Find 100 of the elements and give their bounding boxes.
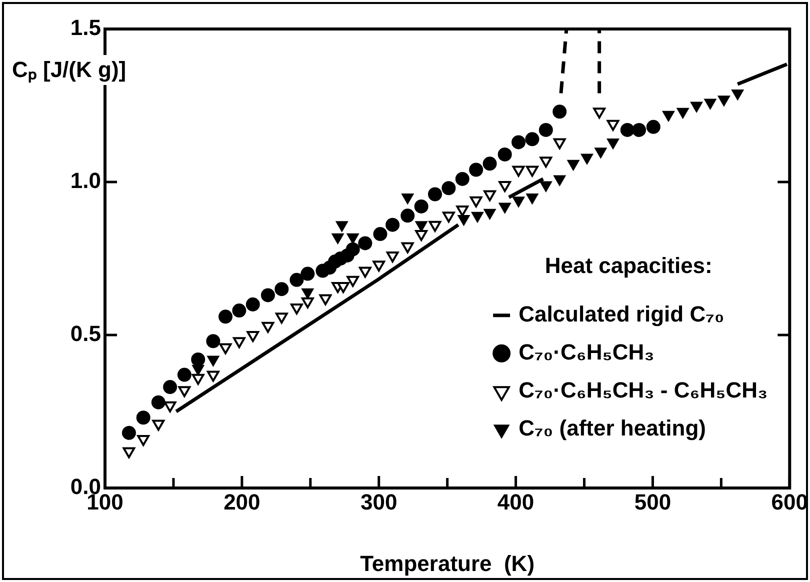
y-axis-title: Cₚ [J/(K g)] xyxy=(12,57,126,83)
point xyxy=(219,343,232,354)
point xyxy=(386,251,399,262)
point xyxy=(178,386,191,398)
point xyxy=(662,110,675,122)
point xyxy=(122,426,136,440)
point xyxy=(540,156,552,168)
point xyxy=(346,276,360,287)
point xyxy=(442,181,456,196)
point xyxy=(553,138,566,150)
x-tick-label: 200 xyxy=(224,489,260,514)
point xyxy=(731,90,744,100)
point xyxy=(428,220,442,232)
x-tick-label: 500 xyxy=(634,489,672,514)
point xyxy=(498,202,511,214)
y-tick-label: 1.0 xyxy=(70,168,101,194)
y-tick-label: 0.5 xyxy=(70,321,101,346)
point xyxy=(525,132,540,146)
point xyxy=(512,135,526,150)
point xyxy=(442,212,455,223)
x-tick-label: 400 xyxy=(497,489,534,514)
point xyxy=(526,194,538,204)
point xyxy=(484,190,496,202)
point xyxy=(346,242,360,256)
point xyxy=(136,410,150,425)
point xyxy=(580,154,594,165)
point xyxy=(358,266,372,278)
point xyxy=(260,288,275,302)
point xyxy=(191,352,206,366)
x-tick-label: 600 xyxy=(771,489,808,514)
point xyxy=(246,297,260,312)
point xyxy=(526,166,538,177)
point xyxy=(372,260,386,272)
point xyxy=(593,108,606,119)
point xyxy=(512,196,525,208)
point xyxy=(484,208,496,220)
point xyxy=(552,104,567,119)
point xyxy=(594,148,607,158)
point xyxy=(632,122,646,137)
legend-label: C₇₀ (after heating) xyxy=(518,415,706,440)
point xyxy=(620,122,634,137)
point xyxy=(275,312,288,324)
point xyxy=(336,221,348,232)
point xyxy=(386,218,400,232)
point xyxy=(137,435,150,446)
point xyxy=(414,199,428,214)
point xyxy=(606,138,620,150)
point xyxy=(232,337,246,348)
point xyxy=(358,236,372,250)
y-tick-label: 1.5 xyxy=(70,15,101,40)
point xyxy=(207,356,220,366)
point xyxy=(469,162,484,177)
point xyxy=(428,187,442,202)
point xyxy=(177,368,192,382)
point xyxy=(122,447,136,458)
point xyxy=(274,282,289,296)
point xyxy=(498,181,512,192)
point xyxy=(458,214,470,226)
point xyxy=(319,294,332,306)
x-tick-label: 300 xyxy=(360,489,398,514)
point xyxy=(232,304,246,318)
point xyxy=(164,401,176,412)
point xyxy=(400,208,415,223)
point xyxy=(606,120,620,131)
point xyxy=(300,266,315,281)
point xyxy=(676,108,689,119)
point xyxy=(192,374,204,385)
point xyxy=(455,172,470,186)
point xyxy=(206,370,220,382)
point xyxy=(471,212,484,223)
point xyxy=(512,166,525,177)
legend-label: Calculated rigid C₇₀ xyxy=(518,301,724,326)
point xyxy=(206,334,220,348)
point xyxy=(373,227,388,242)
point xyxy=(246,331,260,342)
point xyxy=(290,303,303,314)
point xyxy=(538,122,553,137)
legend-label: C₇₀·C₆H₅CH₃ xyxy=(518,339,654,364)
legend-title: Heat capacities: xyxy=(544,253,712,278)
point xyxy=(470,196,482,208)
point xyxy=(553,175,566,186)
x-axis-title: Temperature (K) xyxy=(360,550,535,576)
point xyxy=(290,272,304,287)
point xyxy=(151,395,166,410)
point xyxy=(540,181,552,192)
legend-label: C₇₀·C₆H₅CH₃ - C₆H₅CH₃ xyxy=(518,377,768,402)
point xyxy=(646,120,660,134)
point xyxy=(690,102,703,112)
point xyxy=(718,96,730,106)
point xyxy=(482,156,497,171)
point xyxy=(401,194,414,204)
point xyxy=(704,98,716,110)
point xyxy=(337,282,350,294)
point xyxy=(498,147,512,162)
point xyxy=(332,233,344,244)
point xyxy=(567,160,580,171)
point xyxy=(163,380,178,394)
point xyxy=(152,420,165,431)
point xyxy=(301,297,314,308)
point xyxy=(218,310,232,324)
